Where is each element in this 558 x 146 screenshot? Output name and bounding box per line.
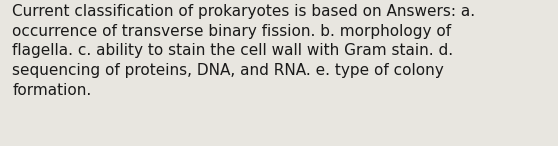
Text: Current classification of prokaryotes is based on Answers: a.
occurrence of tran: Current classification of prokaryotes is… [12,4,475,98]
